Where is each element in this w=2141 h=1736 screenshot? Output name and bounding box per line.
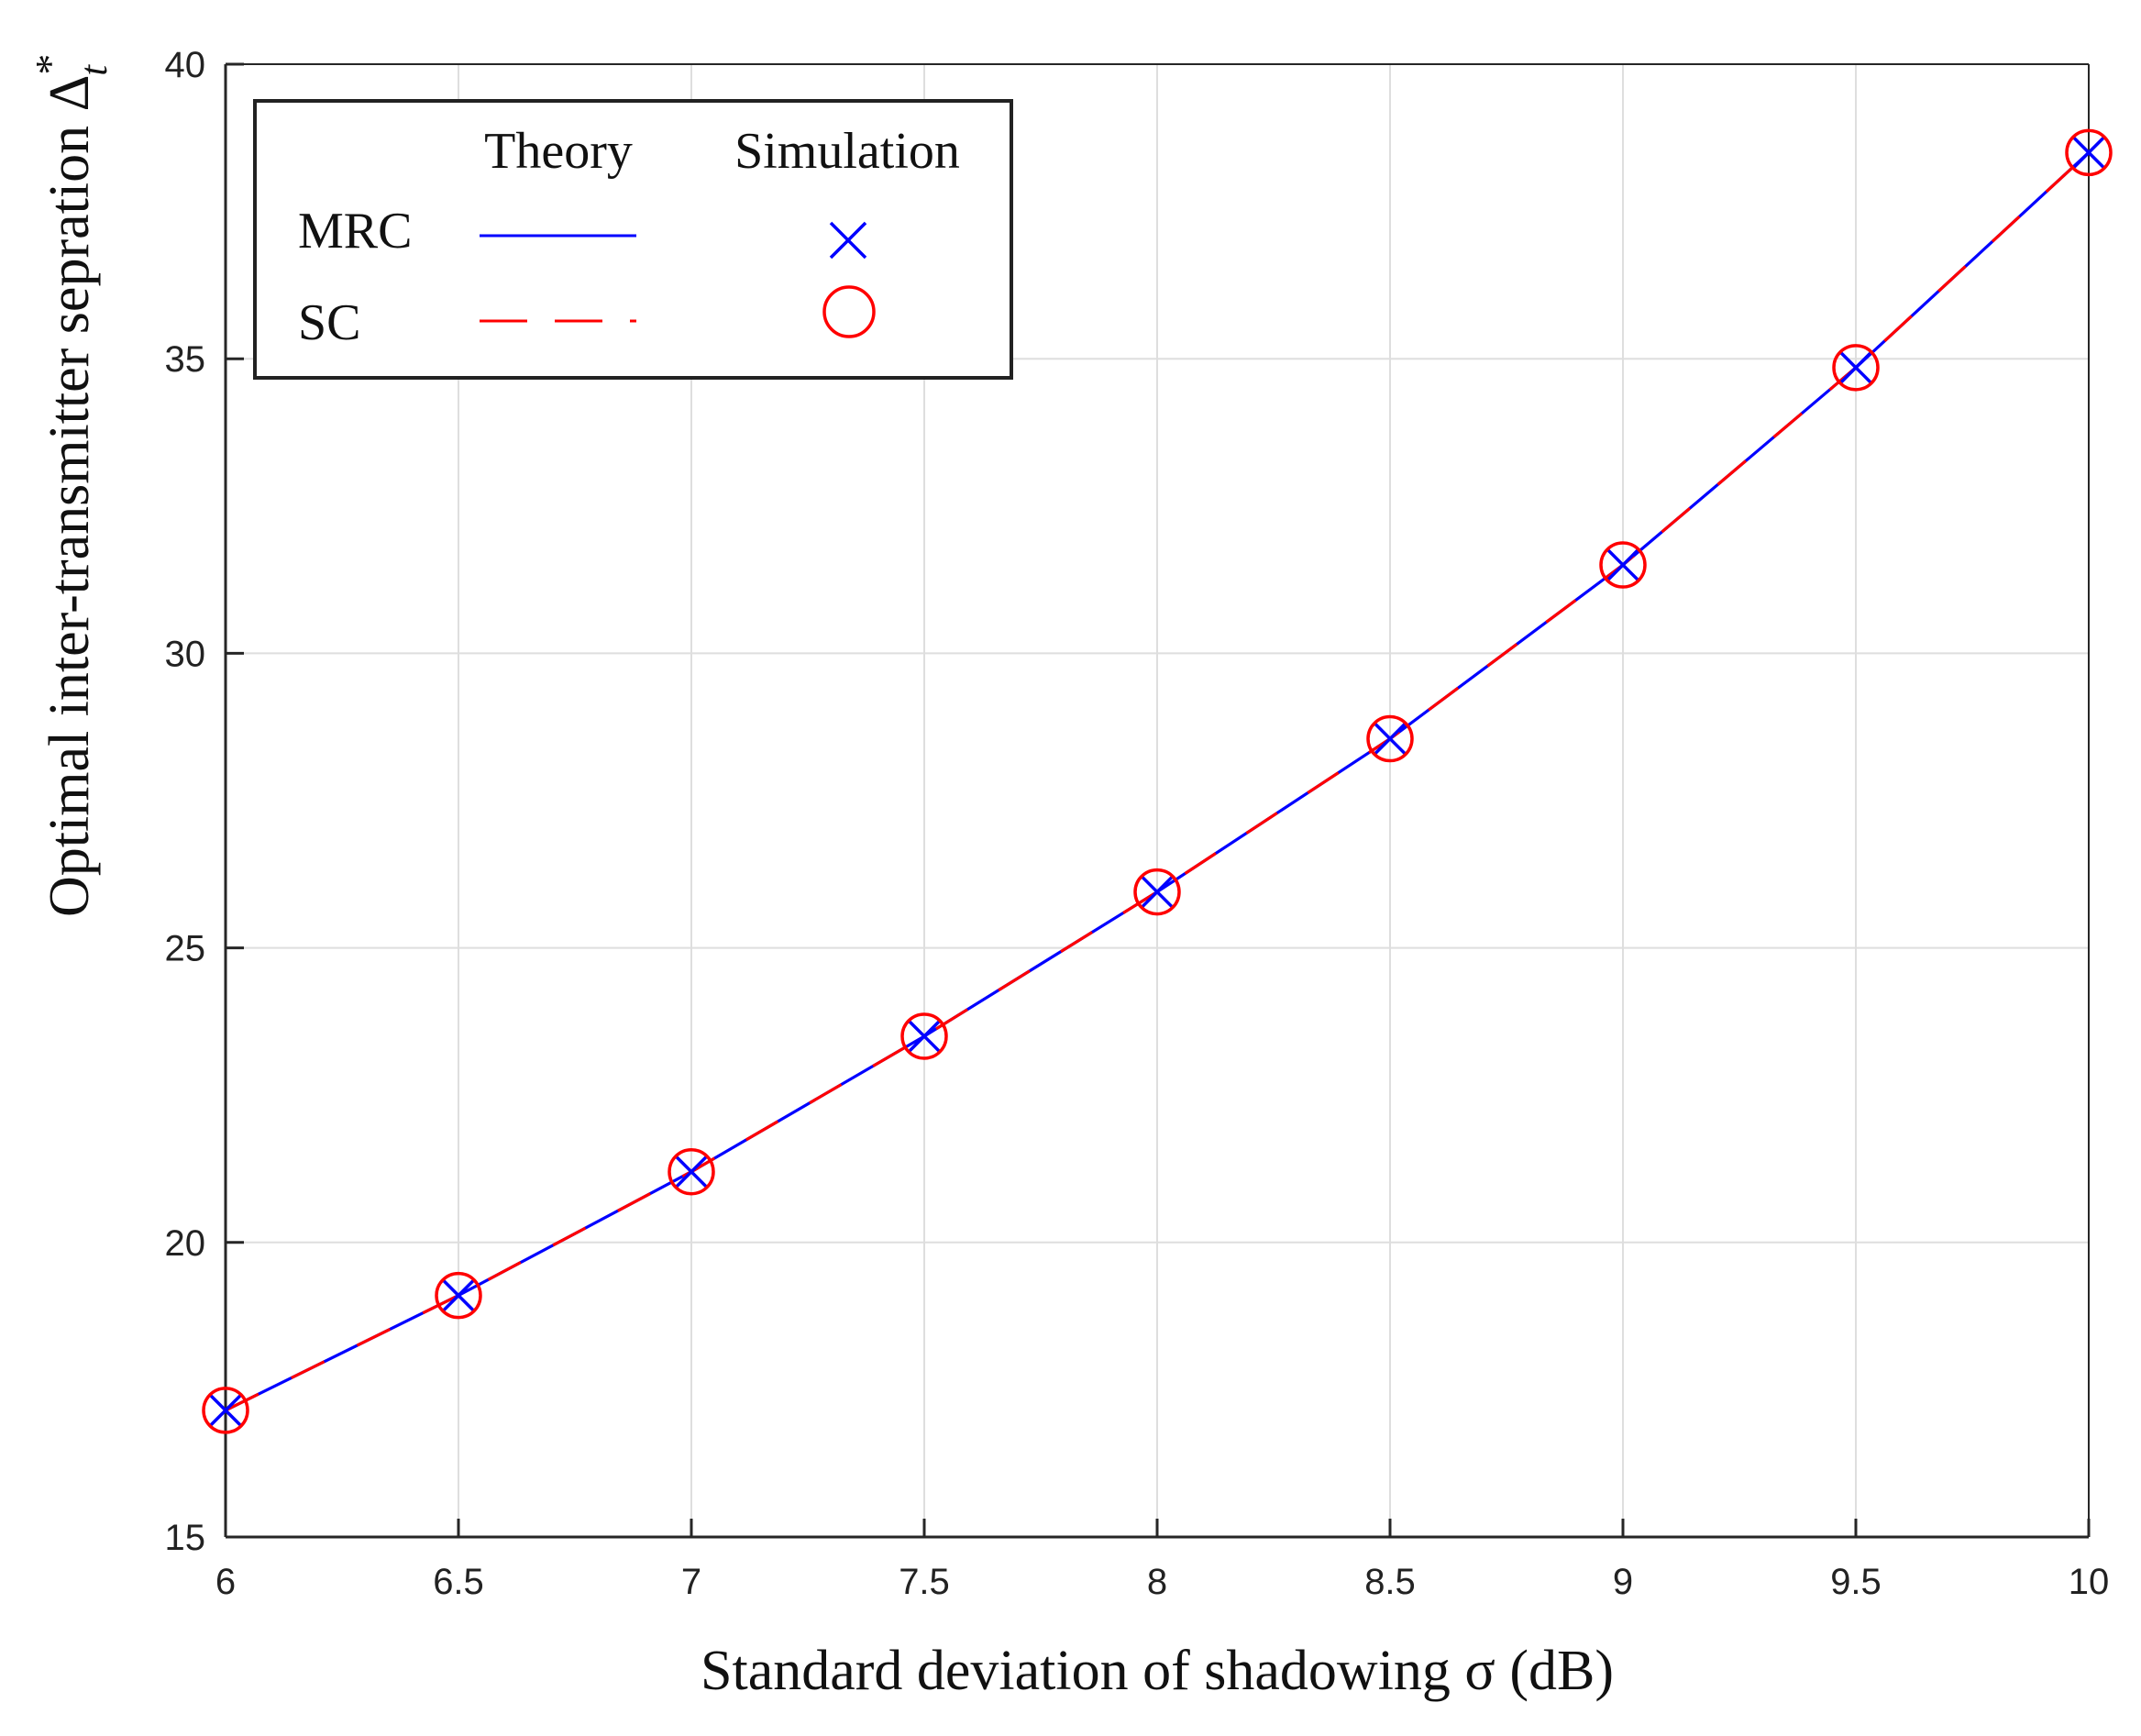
x-tick-label: 6 [215, 1562, 236, 1602]
y-tick-label: 15 [165, 1518, 206, 1558]
sc-simulation-point [2065, 128, 2113, 177]
mrc-simulation-point-stroke [2072, 137, 2105, 169]
axes: 6 6.5 7 7.5 8 8.5 9 9.5 10 15 20 25 30 35 40 [165, 45, 2110, 1602]
sc-simulation-point [1832, 344, 1880, 392]
mrc-simulation-point [1606, 548, 1639, 581]
mrc-simulation-point [2072, 137, 2105, 169]
mrc-simulation-point-stroke [1606, 548, 1639, 581]
legend: Theory Simulation MRC SC [253, 99, 1013, 380]
mrc-simulation-point-stroke [675, 1155, 708, 1188]
y-axis-label-main: Optimal inter-transmitter sepration Δ [39, 75, 101, 917]
x-tick-label: 9.5 [1830, 1562, 1882, 1602]
mrc-simulation-point-stroke [1141, 876, 1174, 908]
legend-col-theory: Theory [484, 123, 633, 180]
y-axis-label: Optimal inter-transmitter sepration Δ*t [27, 54, 116, 917]
x-axis-label: Standard deviation of shadowing σ (dB) [701, 1640, 1614, 1702]
y-tick-label: 30 [165, 634, 206, 674]
y-tick-label: 35 [165, 339, 206, 380]
y-axis-label-sup: * [27, 54, 73, 75]
mrc-simulation-point [442, 1279, 475, 1311]
legend-col-simulation: Simulation [734, 123, 960, 180]
legend-row-mrc: MRC [298, 203, 413, 260]
x-tick-label: 8 [1147, 1562, 1167, 1602]
x-tick-label: 7.5 [899, 1562, 950, 1602]
mrc-simulation-point [1374, 723, 1407, 755]
mrc-simulation-point [1141, 876, 1174, 908]
markers [202, 128, 2113, 1434]
sc-simulation-point [668, 1147, 715, 1196]
y-tick-label: 40 [165, 45, 206, 85]
legend-mrc-simulation-marker [829, 221, 867, 260]
legend-box [253, 99, 1013, 380]
x-tick-label: 8.5 [1364, 1562, 1416, 1602]
sc-simulation-point [900, 1012, 948, 1060]
legend-row-sc: SC [298, 294, 361, 351]
y-tick-label: 25 [165, 929, 206, 969]
mrc-simulation-point-stroke [1374, 723, 1407, 755]
x-tick-label: 6.5 [433, 1562, 484, 1602]
mrc-simulation-point-stroke [1839, 351, 1872, 384]
x-tick-label: 9 [1613, 1562, 1633, 1602]
x-tick-label: 7 [681, 1562, 701, 1602]
mrc-simulation-point [908, 1020, 941, 1053]
sc-simulation-point [1599, 541, 1647, 589]
sc-simulation-point [435, 1271, 482, 1320]
mrc-simulation-point-stroke [442, 1279, 475, 1311]
y-tick-label: 20 [165, 1223, 206, 1264]
mrc-simulation-point [1839, 351, 1872, 384]
sc-simulation-point [202, 1387, 249, 1434]
sc-simulation-point [1133, 868, 1181, 916]
y-axis-label-sub: t [73, 64, 116, 76]
legend-sc-simulation-marker [822, 285, 876, 338]
mrc-simulation-point-stroke [209, 1394, 242, 1427]
series-line-sc-theory [225, 151, 2091, 1412]
x-tick-label: 10 [2069, 1562, 2110, 1602]
mrc-simulation-point [209, 1394, 242, 1427]
mrc-simulation-point-stroke [908, 1020, 941, 1053]
sc-simulation-point [1366, 714, 1414, 763]
mrc-simulation-point [675, 1155, 708, 1188]
